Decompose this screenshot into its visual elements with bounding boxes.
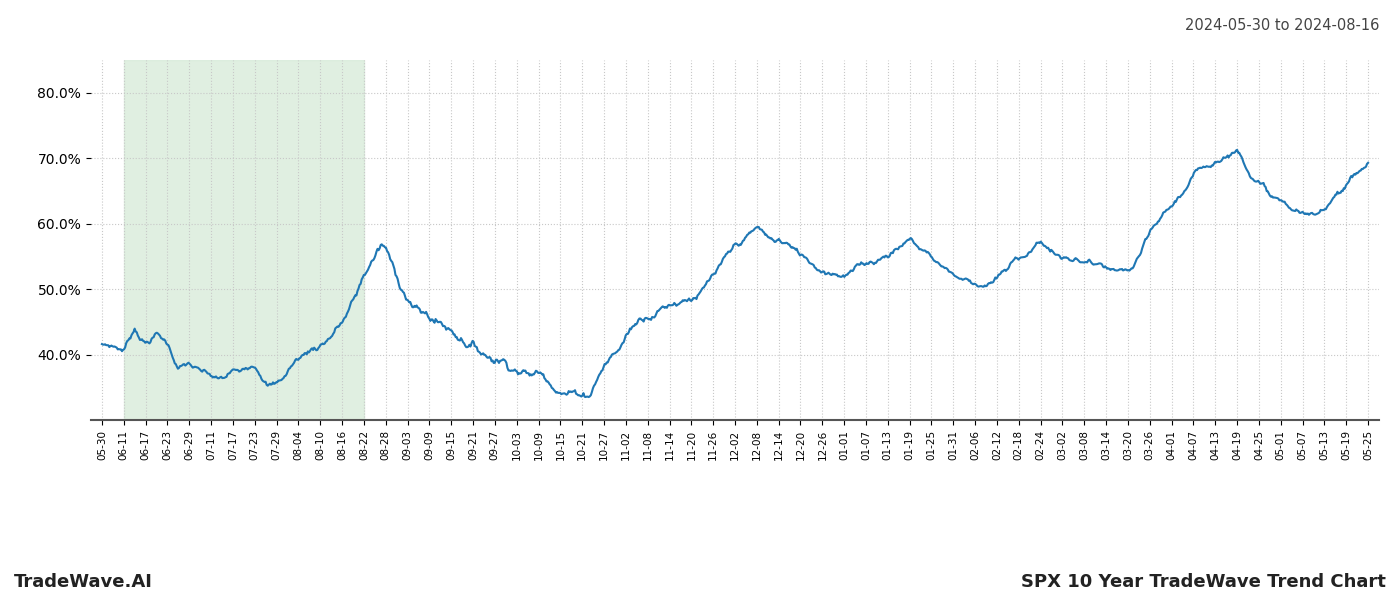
Text: 2024-05-30 to 2024-08-16: 2024-05-30 to 2024-08-16 [1184, 18, 1379, 33]
Text: SPX 10 Year TradeWave Trend Chart: SPX 10 Year TradeWave Trend Chart [1021, 573, 1386, 591]
Bar [123, 60, 364, 420]
Text: TradeWave.AI: TradeWave.AI [14, 573, 153, 591]
